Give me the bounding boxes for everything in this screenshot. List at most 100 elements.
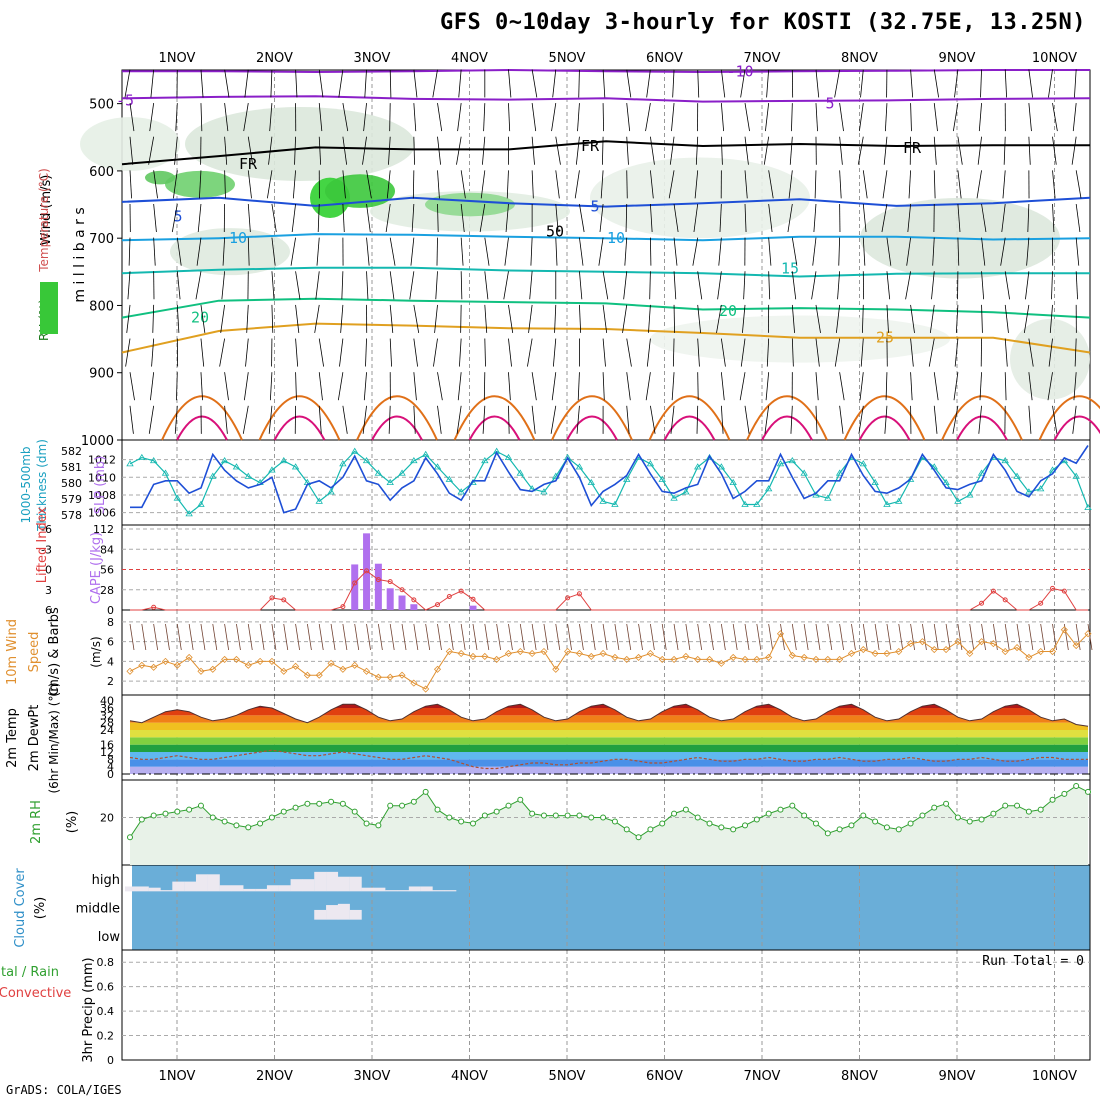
day-label-bottom: 5NOV (549, 1069, 586, 1084)
temp-axis-label-3: (6hr Min/Max) (°C) (47, 682, 61, 793)
wind-barb (269, 103, 273, 132)
wind-barb (409, 271, 415, 300)
wind-barb (981, 304, 983, 333)
thickness-point (835, 469, 844, 476)
contour-30 (941, 395, 1023, 441)
contour-35 (956, 415, 1008, 441)
cloud-bar-high (420, 886, 433, 892)
wind-barb-10m (389, 623, 395, 651)
wind-barb (1028, 372, 1033, 401)
wind-barb-10m (756, 623, 762, 651)
rh-point (860, 812, 867, 819)
li-point (364, 568, 370, 574)
rh-point (399, 802, 406, 809)
wind-barb (626, 136, 629, 165)
wind-barb (271, 237, 276, 266)
wind-barb (858, 103, 864, 132)
li-point (1050, 585, 1056, 591)
wind-barb (768, 271, 771, 300)
wind10-point (185, 653, 193, 662)
wind-barb-10m (910, 623, 915, 651)
cloud-bar-high (373, 887, 386, 892)
wind-barb (247, 136, 254, 165)
wind-barb-10m (555, 623, 561, 651)
rh-point (848, 822, 855, 829)
wind10-point (398, 671, 406, 679)
wind-barb (266, 170, 273, 199)
temp-band (130, 759, 1088, 767)
wind-barb (153, 237, 156, 266)
wind10-point (765, 653, 773, 662)
wind10-point (611, 653, 619, 662)
thickness-point (197, 500, 205, 507)
temp-tick-label: 24 (100, 724, 114, 737)
rh-point (812, 820, 819, 827)
wind-barb-10m (1087, 623, 1093, 651)
thickness-point (351, 447, 359, 454)
wind-barb (1052, 170, 1056, 199)
contour-label: 20 (719, 302, 737, 320)
wind-barb-10m (425, 623, 431, 651)
rh-shade (80, 117, 180, 171)
wind-barb (695, 136, 699, 165)
wind-barb (624, 237, 628, 266)
rh-point (316, 800, 323, 807)
wind-barb (649, 136, 655, 165)
isotherm-5 (121, 196, 1091, 208)
wind-barb (457, 103, 462, 132)
wind-barb (365, 338, 367, 367)
li-point (340, 604, 346, 610)
wind-barb-10m (602, 623, 608, 651)
thickness-point (291, 463, 300, 470)
wind10-point (1048, 647, 1057, 656)
li-point (399, 587, 405, 593)
wind-barb (224, 103, 229, 132)
wind-barb (720, 136, 723, 165)
thickness-point (1036, 485, 1045, 492)
wind-barb (270, 69, 273, 98)
wind-barb-10m (969, 623, 975, 651)
wind-barb (1026, 237, 1030, 266)
wind-barb (791, 304, 795, 333)
thickness-point (209, 472, 217, 479)
temp-tick-label: 36 (100, 702, 114, 715)
wind-barb (484, 338, 486, 367)
wind-barb (862, 203, 867, 233)
wind-barb (153, 203, 157, 233)
isotherm-15 (121, 266, 1090, 278)
wind-barb (834, 69, 841, 98)
wind-barb (648, 304, 651, 333)
isotherm-FR (121, 140, 1090, 166)
wind-barb (315, 271, 320, 300)
li-point (411, 597, 417, 603)
wind-barb (811, 271, 817, 300)
wind-barb (318, 338, 325, 367)
wind10-point (587, 652, 595, 661)
thickness-point (682, 488, 690, 495)
contour-30 (843, 395, 926, 441)
wind-barb (791, 338, 794, 367)
cloud-bar-high (184, 881, 197, 892)
cloud-bar-high (337, 876, 350, 892)
wind-barb-10m (957, 623, 963, 651)
li-tick-label: 3 (45, 584, 52, 597)
wind-barb (437, 405, 442, 434)
wind-barb (484, 271, 489, 300)
wind-tick-label: 8 (107, 616, 114, 629)
rh-point (954, 814, 961, 821)
wind-barb (720, 405, 724, 434)
rh-point (257, 820, 264, 827)
wind-barb (268, 405, 273, 434)
wind-barb-10m (401, 623, 407, 651)
wind-barb (744, 405, 750, 434)
wind-barb (579, 237, 584, 266)
wind-barb (626, 338, 632, 367)
precip-tick-label: 0.8 (97, 956, 115, 969)
temp-tick-label: 16 (100, 739, 114, 752)
li-point (281, 597, 287, 603)
cape-tick-label: 0 (107, 604, 114, 617)
wind-barb (508, 372, 511, 401)
wind-barb (460, 237, 464, 266)
wind-barb (1075, 237, 1080, 266)
wind-barb (764, 405, 770, 434)
